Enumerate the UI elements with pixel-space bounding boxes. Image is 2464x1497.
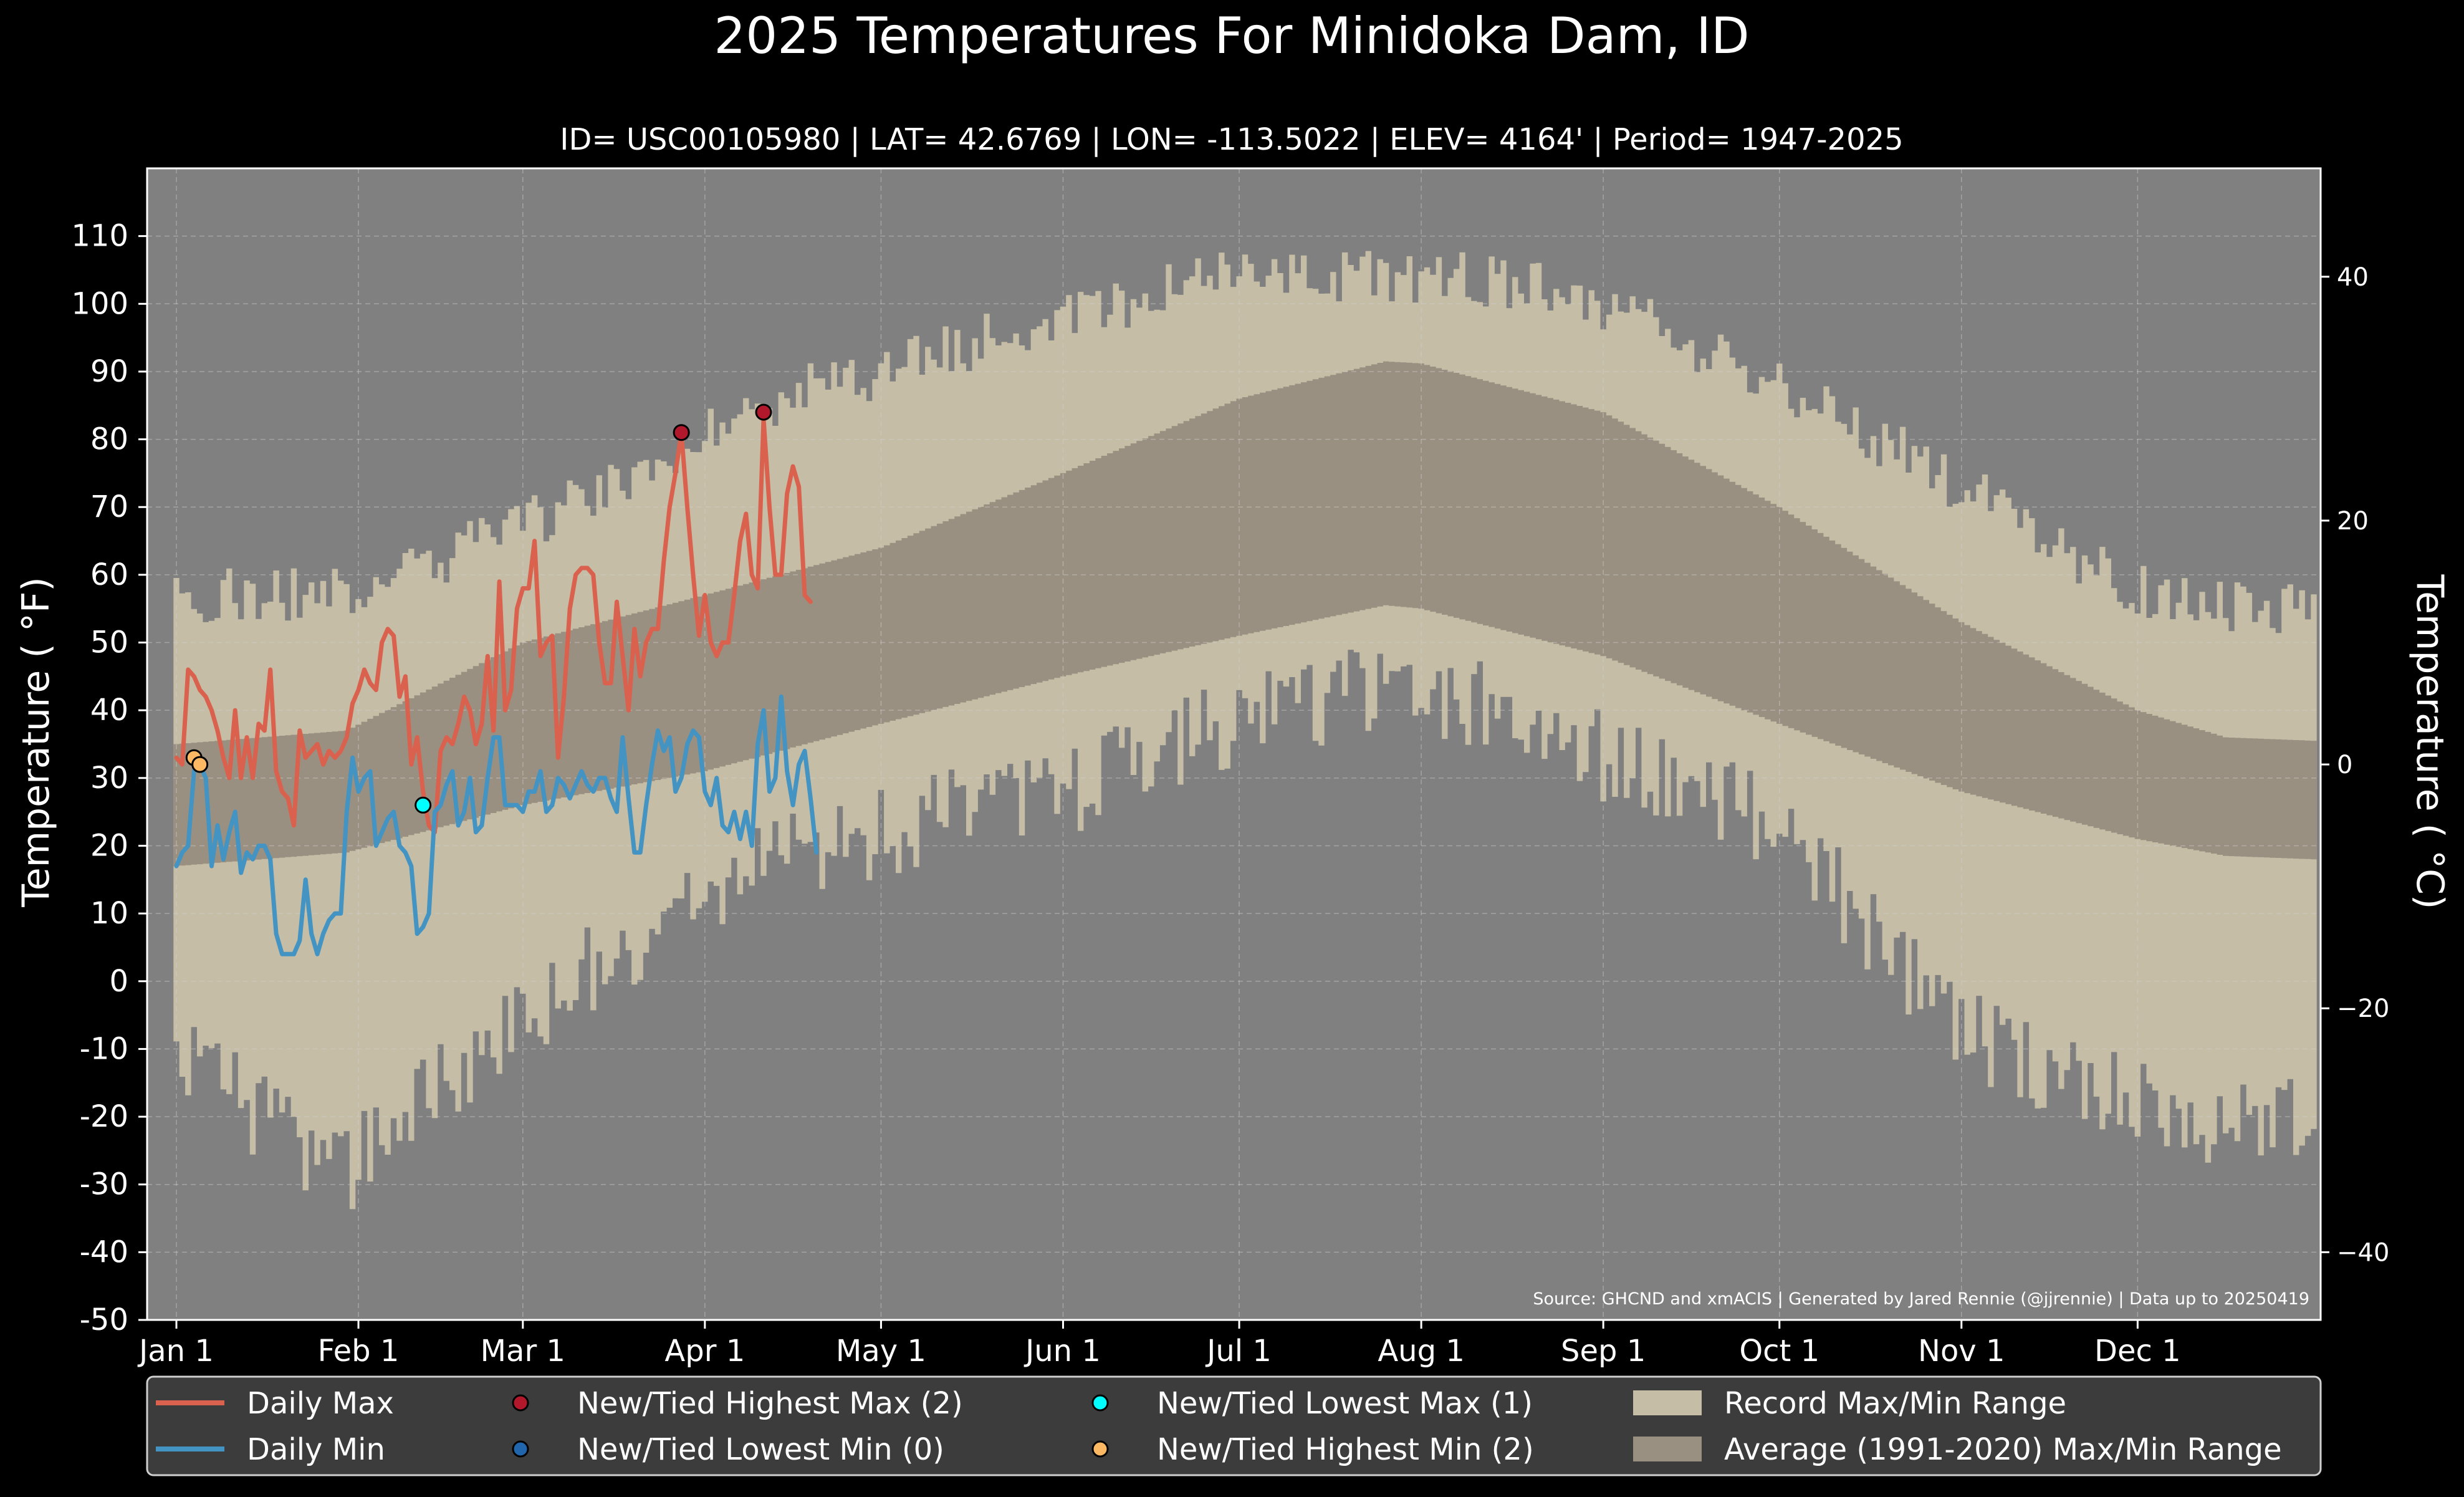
y-axis-label-right: Temperature ( °C) bbox=[2408, 574, 2452, 910]
legend-swatch-patch bbox=[1633, 1437, 1702, 1461]
y-tick-label: 0 bbox=[109, 964, 128, 999]
plot-area: -50 -40 -30 -20 -10 0 10 20 30 40 50 60 70 80 90 100 110… bbox=[71, 167, 2389, 1369]
legend: Daily Max Daily Min New/Tied Highest Max (… bbox=[146, 1375, 2322, 1476]
legend-entry: Daily Max bbox=[156, 1386, 394, 1421]
y-tick-label: 40 bbox=[90, 693, 128, 728]
y-tick-label: -50 bbox=[80, 1302, 128, 1337]
x-tick-label: May 1 bbox=[836, 1334, 926, 1369]
legend-swatch-dot bbox=[1091, 1440, 1109, 1458]
plot-frame bbox=[146, 167, 2322, 1321]
legend-entry: Record Max/Min Range bbox=[1633, 1386, 2066, 1421]
y-tick-label: 90 bbox=[90, 354, 128, 389]
y-tick-label: 20 bbox=[90, 828, 128, 863]
y-tick-label: 80 bbox=[90, 422, 128, 457]
x-tick-label: Apr 1 bbox=[664, 1334, 745, 1369]
y-tick-label: -40 bbox=[80, 1235, 128, 1269]
record-marker bbox=[755, 403, 772, 421]
legend-label: New/Tied Lowest Min (0) bbox=[577, 1432, 944, 1467]
legend-label: Daily Max bbox=[247, 1386, 394, 1421]
x-tick-label: Jul 1 bbox=[1205, 1334, 1272, 1369]
source-note: Source: GHCND and xmACIS | Generated by … bbox=[1533, 1289, 2309, 1309]
normal-range-band bbox=[173, 361, 2317, 867]
x-tick-label: Mar 1 bbox=[481, 1334, 565, 1369]
legend-entry: New/Tied Lowest Min (0) bbox=[512, 1432, 944, 1467]
y-right-tick-label: −20 bbox=[2337, 994, 2389, 1023]
y-tick-label: -20 bbox=[80, 1099, 128, 1134]
y-tick-label: 60 bbox=[90, 557, 128, 592]
legend-label: Record Max/Min Range bbox=[1724, 1386, 2066, 1421]
y-axis-label-left: Temperature ( °F) bbox=[14, 577, 58, 908]
x-tick-label: Jan 1 bbox=[137, 1334, 214, 1369]
legend-label: New/Tied Lowest Max (1) bbox=[1157, 1386, 1533, 1421]
chart-title: 2025 Temperatures For Minidoka Dam, ID bbox=[714, 7, 1749, 65]
x-tick-label: Aug 1 bbox=[1378, 1334, 1465, 1369]
y-tick-label: 50 bbox=[90, 625, 128, 660]
y-right-tick-label: 20 bbox=[2337, 507, 2369, 536]
legend-swatch-dot bbox=[512, 1394, 529, 1412]
legend-entry: New/Tied Lowest Max (1) bbox=[1091, 1386, 1533, 1421]
y-tick-label: 110 bbox=[71, 219, 128, 254]
legend-entry: New/Tied Highest Max (2) bbox=[512, 1386, 963, 1421]
y-right-tick-label: 40 bbox=[2337, 263, 2369, 292]
record-marker bbox=[191, 756, 209, 773]
daily-max-line bbox=[174, 416, 813, 835]
y-tick-label: 100 bbox=[71, 286, 128, 321]
y-right-tick-label: 0 bbox=[2337, 751, 2352, 779]
x-tick-label: Dec 1 bbox=[2094, 1334, 2181, 1369]
y-tick-label: 70 bbox=[90, 489, 128, 524]
legend-swatch-patch bbox=[1633, 1390, 1702, 1415]
legend-box bbox=[146, 1375, 2322, 1476]
daily-min-line bbox=[174, 694, 819, 956]
x-tick-label: Nov 1 bbox=[1918, 1334, 2005, 1369]
chart-subtitle: ID= USC00105980 | LAT= 42.6769 | LON= -1… bbox=[560, 122, 1903, 157]
x-tick-label: Feb 1 bbox=[318, 1334, 400, 1369]
x-tick-label: Sep 1 bbox=[1561, 1334, 1646, 1369]
record-range-band bbox=[173, 251, 2317, 1210]
legend-entry: Daily Min bbox=[156, 1432, 385, 1467]
legend-label: Daily Min bbox=[247, 1432, 385, 1467]
record-marker bbox=[415, 796, 432, 814]
legend-label: Average (1991-2020) Max/Min Range bbox=[1724, 1432, 2282, 1467]
y-tick-label: 10 bbox=[90, 896, 128, 931]
x-tick-label: Oct 1 bbox=[1739, 1334, 1819, 1369]
grid-lines bbox=[147, 168, 2321, 1320]
x-tick-label: Jun 1 bbox=[1023, 1334, 1101, 1369]
legend-label: New/Tied Highest Min (2) bbox=[1157, 1432, 1534, 1467]
legend-entry: New/Tied Highest Min (2) bbox=[1091, 1432, 1534, 1467]
y-tick-label: -30 bbox=[80, 1167, 128, 1202]
legend-entry: Average (1991-2020) Max/Min Range bbox=[1633, 1432, 2282, 1467]
legend-swatch-dot bbox=[512, 1440, 529, 1458]
y-right-tick-label: −40 bbox=[2337, 1238, 2389, 1267]
y-tick-label: 30 bbox=[90, 761, 128, 796]
y-tick-label: -10 bbox=[80, 1031, 128, 1066]
legend-label: New/Tied Highest Max (2) bbox=[577, 1386, 963, 1421]
record-marker bbox=[673, 424, 690, 441]
legend-swatch-dot bbox=[1091, 1394, 1109, 1412]
